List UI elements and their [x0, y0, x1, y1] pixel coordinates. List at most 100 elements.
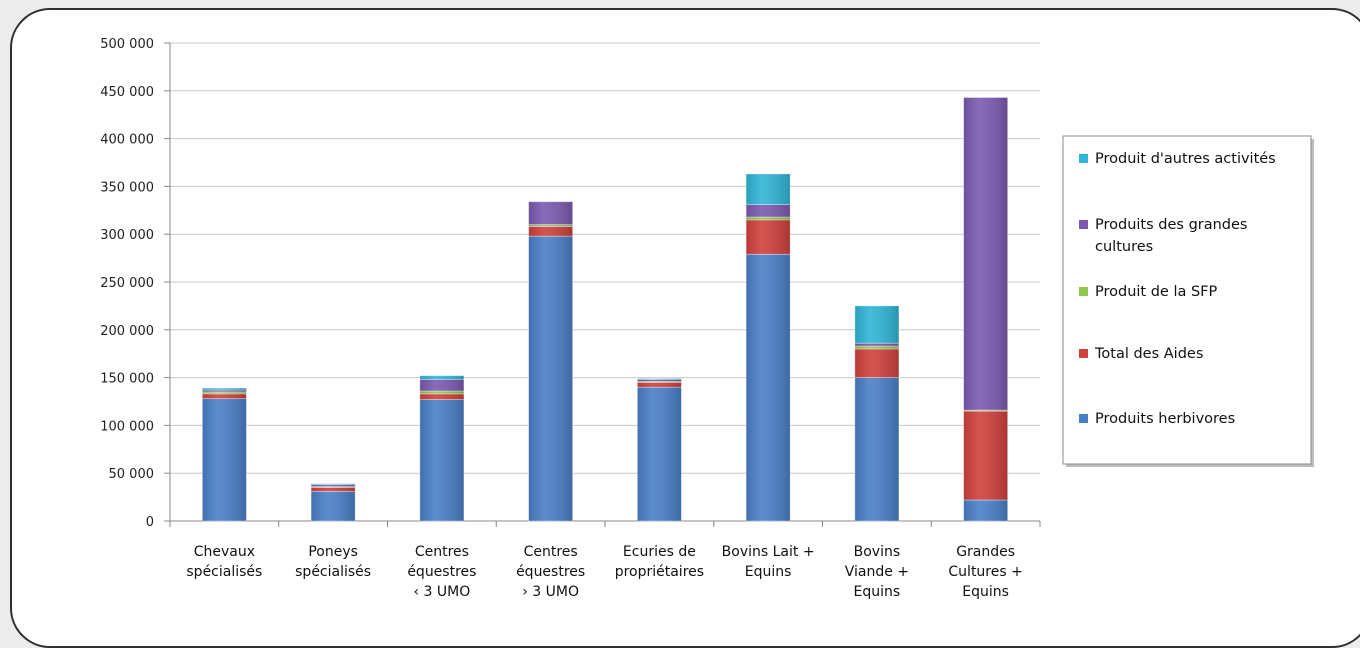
bar-segment-shade — [311, 483, 356, 485]
y-tick-label: 500 000 — [100, 37, 154, 52]
bar-segment-shade — [854, 305, 899, 344]
bar-stack — [201, 387, 247, 522]
bar-segment-shade — [637, 387, 682, 521]
bar-stack — [419, 375, 465, 522]
bar-stack — [745, 173, 791, 522]
x-category-label-line: spécialisés — [295, 564, 371, 580]
bar-segment-shade — [746, 254, 791, 521]
bar-segment-shade — [746, 219, 791, 255]
bar-segment-shade — [963, 411, 1008, 500]
legend-box — [1062, 135, 1312, 465]
legend-swatch — [1079, 287, 1088, 296]
bar-segment-shade — [528, 236, 573, 521]
legend-label-line: Produit de la SFP — [1095, 284, 1218, 300]
x-axis-category-labels: Chevaux spécialisés Poneys spécialisés Centr… — [186, 544, 1022, 600]
bar-segment-shade — [419, 390, 464, 394]
x-category-label-line: Poneys — [308, 544, 358, 560]
x-category-label-line: Equins — [962, 584, 1009, 600]
y-tick-label: 0 — [146, 515, 154, 530]
bar-segment-shade — [202, 390, 247, 392]
y-tick-label: 400 000 — [100, 133, 154, 148]
bar-segment-shade — [637, 378, 682, 380]
y-tick-label: 150 000 — [100, 372, 154, 387]
bar-segment-shade — [528, 226, 573, 237]
bar-segment-shade — [963, 97, 1008, 411]
legend-swatch — [1079, 220, 1088, 229]
bar-segment-shade — [528, 201, 573, 225]
gridlines — [170, 42, 1040, 474]
bar-segment-shade — [202, 393, 247, 399]
x-category-label: Bovins Lait + Equins — [722, 544, 815, 580]
bar-stack — [636, 378, 682, 522]
bar-segment-shade — [528, 224, 573, 227]
x-category-label-line: ‹ 3 UMO — [413, 584, 470, 600]
bar-segment-shade — [746, 216, 791, 220]
bar-segment-shade — [963, 410, 1008, 412]
bar-segment-shade — [746, 173, 791, 205]
x-category-label-line: spécialisés — [186, 564, 262, 580]
bar-segment-shade — [419, 375, 464, 380]
x-category-label-line: Chevaux — [194, 544, 255, 560]
bar-segment-shade — [637, 382, 682, 388]
y-tick-label: 450 000 — [100, 85, 154, 100]
bar-segment-shade — [419, 379, 464, 391]
x-category-label-line: Cultures + — [948, 564, 1022, 580]
bar-segment-shade — [311, 484, 356, 487]
bar-segment-shade — [419, 393, 464, 400]
x-category-label: Grandes Cultures + Equins — [948, 544, 1022, 600]
bar-stack — [963, 97, 1009, 522]
x-category-label: Ecuries de propriétaires — [615, 544, 704, 580]
bar-segment-shade — [637, 379, 682, 382]
legend-label-line: Total des Aides — [1094, 346, 1203, 362]
y-axis-tick-labels: 0 50 000 100 000 150 000 200 000 250 000 300 0… — [100, 37, 154, 530]
legend-swatch — [1079, 349, 1088, 358]
x-category-label-line: équestres — [407, 564, 476, 580]
legend-label-line: Produits des grandes — [1095, 217, 1247, 233]
bars — [201, 97, 1009, 522]
x-category-label-line: Bovins — [854, 544, 901, 560]
x-category-label-line: Centres — [524, 544, 578, 560]
bar-segment-shade — [311, 487, 356, 492]
y-tick-label: 350 000 — [100, 180, 154, 195]
legend-label-line: Produits herbivores — [1095, 411, 1235, 427]
y-tick-label: 250 000 — [100, 276, 154, 291]
x-category-label-line: Equins — [854, 584, 901, 600]
y-tick-label: 300 000 — [100, 228, 154, 243]
x-category-label-line: Grandes — [956, 544, 1015, 560]
x-category-label: Centres équestres ‹ 3 UMO — [407, 544, 476, 600]
x-category-label: Centres équestres › 3 UMO — [516, 544, 585, 600]
legend-swatch — [1079, 154, 1088, 163]
y-tick-label: 100 000 — [100, 419, 154, 434]
x-category-label-line: Ecuries de — [623, 544, 696, 560]
bar-stack — [528, 201, 574, 522]
y-tick-label: 50 000 — [109, 467, 155, 482]
bar-segment-shade — [854, 343, 899, 347]
x-category-label-line: Centres — [415, 544, 469, 560]
legend: Produit d'autres activités Produits des g… — [1062, 135, 1314, 467]
bar-segment-shade — [746, 204, 791, 217]
x-category-label-line: propriétaires — [615, 564, 704, 580]
axes — [164, 42, 1041, 527]
legend-label: Produits herbivores — [1095, 411, 1235, 427]
legend-label: Total des Aides — [1094, 346, 1203, 362]
x-category-label-line: équestres — [516, 564, 585, 580]
y-tick-label: 200 000 — [100, 324, 154, 339]
x-category-label: Bovins Viande + Equins — [845, 544, 909, 600]
legend-swatch — [1079, 414, 1088, 423]
bar-segment-shade — [202, 398, 247, 521]
legend-label: Produits des grandes cultures — [1095, 217, 1247, 255]
bar-segment-shade — [854, 377, 899, 521]
legend-label: Produit de la SFP — [1095, 284, 1218, 300]
bar-segment-shade — [202, 391, 247, 394]
bar-stack — [854, 305, 900, 522]
bar-segment-shade — [637, 381, 682, 383]
bar-segment-shade — [311, 486, 356, 488]
legend-label-line: Produit d'autres activités — [1095, 151, 1276, 167]
x-category-label-line: › 3 UMO — [522, 584, 579, 600]
stacked-bar-chart: 0 50 000 100 000 150 000 200 000 250 000 300 0… — [100, 37, 1314, 600]
x-category-label: Poneys spécialisés — [295, 544, 371, 580]
bar-segment-shade — [854, 346, 899, 349]
bar-segment-shade — [311, 491, 356, 521]
legend-label-line: cultures — [1095, 239, 1153, 255]
bar-segment-shade — [419, 399, 464, 521]
